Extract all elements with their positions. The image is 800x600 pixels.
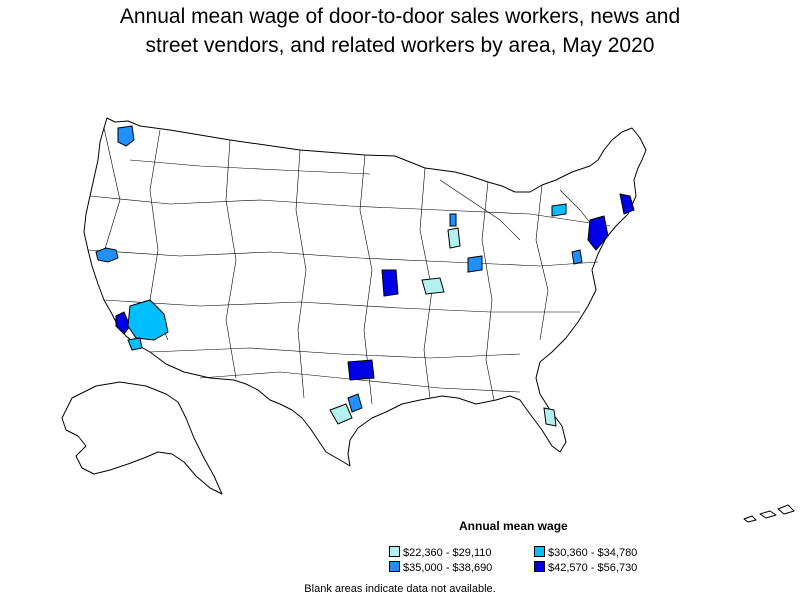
area-rochester [551, 203, 567, 217]
area-san-diego [127, 337, 143, 351]
legend-swatch-1 [389, 546, 400, 557]
title-line-2: street vendors, and related workers by a… [145, 34, 655, 57]
area-milwaukee [449, 213, 457, 227]
legend-item-2: $30,360 - $34,780 [534, 546, 637, 559]
area-boundaries [87, 127, 611, 405]
hawaii-outline [743, 504, 795, 523]
legend-swatch-4 [534, 561, 545, 572]
legend-item-3: $35,000 - $38,690 [389, 561, 492, 574]
contiguous-us-outline [83, 117, 647, 467]
legend-label-3: $35,000 - $38,690 [403, 562, 493, 574]
legend-label-1: $22,360 - $29,110 [403, 547, 492, 559]
area-inland-empire [127, 299, 169, 341]
area-san-antonio [329, 403, 353, 425]
area-boston [619, 193, 635, 215]
legend-title: Annual mean wage [459, 519, 568, 533]
map-title: Annual mean wage of door-to-door sales w… [0, 2, 800, 60]
area-indianapolis [467, 255, 483, 273]
alaska-outline [61, 381, 223, 495]
title-line-1: Annual mean wage of door-to-door sales w… [119, 5, 681, 28]
colored-areas [95, 125, 635, 427]
legend-item-1: $22,360 - $29,110 [389, 546, 491, 559]
area-st-louis [421, 277, 445, 295]
legend-label-4: $42,570 - $56,730 [548, 562, 638, 574]
area-austin [347, 393, 363, 413]
area-los-angeles [115, 311, 131, 335]
area-seattle [117, 125, 135, 147]
area-chicago [447, 227, 461, 249]
legend-label-2: $30,360 - $34,780 [548, 547, 638, 559]
area-new-york [587, 215, 609, 251]
area-sf-bay [95, 247, 119, 263]
area-washington [571, 249, 583, 265]
area-orlando [543, 407, 557, 427]
area-dallas [347, 359, 375, 381]
legend-swatch-2 [534, 546, 545, 557]
area-kansas-city [381, 269, 399, 297]
legend-swatch-3 [389, 561, 400, 572]
legend-item-4: $42,570 - $56,730 [534, 561, 637, 574]
footnote: Blank areas indicate data not available. [304, 583, 496, 595]
